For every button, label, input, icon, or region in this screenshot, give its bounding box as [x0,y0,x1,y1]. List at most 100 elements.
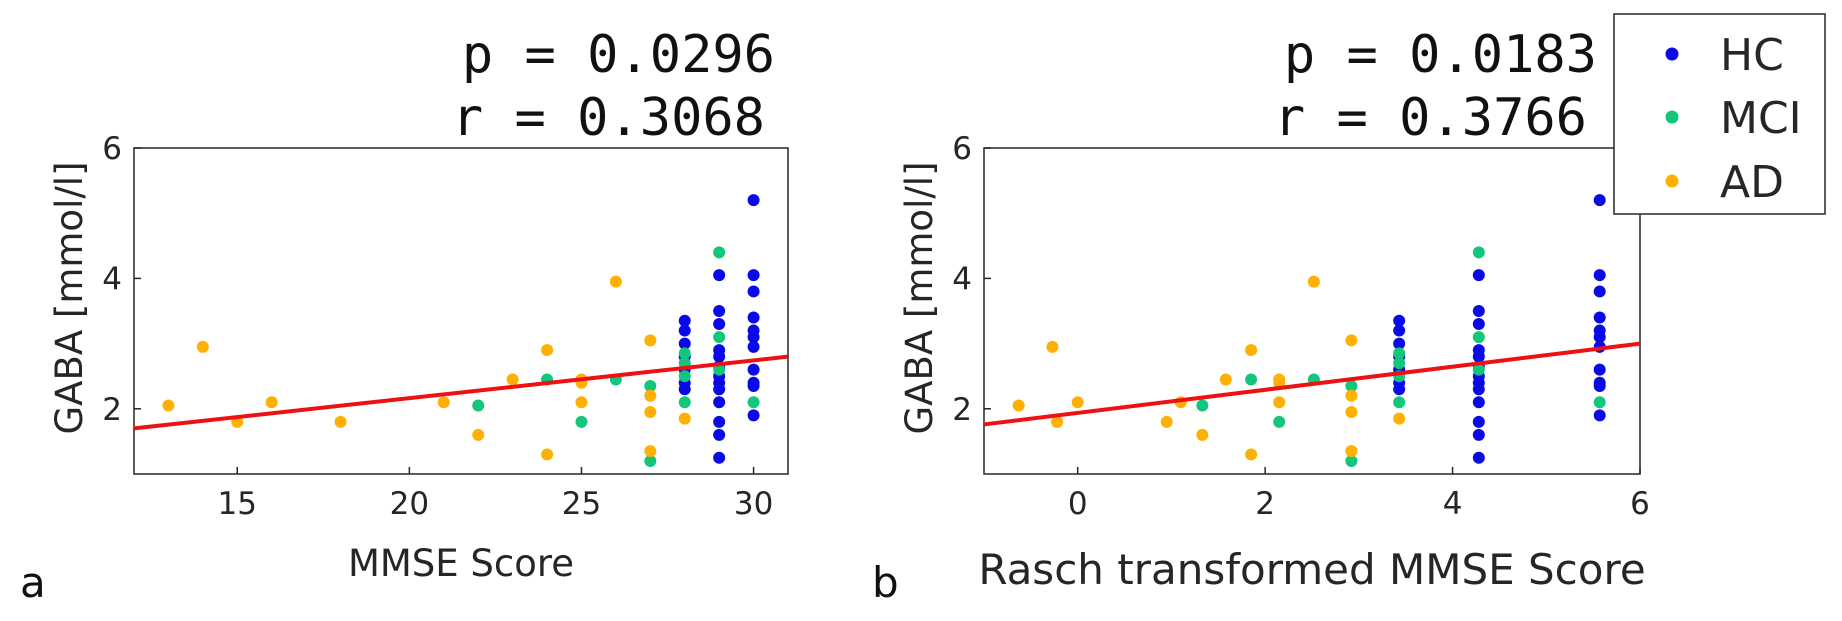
panel-b-point-hc [1393,324,1406,337]
panel-a-point-hc [747,285,760,298]
panel-a-point-ad [506,373,519,386]
panel-a-y-tick-label: 2 [102,392,122,428]
panel-a-regression-line [133,354,789,431]
legend-marker-ad [1665,174,1679,188]
panel-a-y-axis-label: GABA [mmol/l] [48,161,91,434]
panel-a-point-hc [678,383,691,396]
panel-b-point-mci [1472,363,1485,376]
panel-b-axes-box [983,147,1641,475]
panel-b-point-ad [1051,415,1064,428]
panel-a-point-hc [713,318,726,331]
panel-b-point-ad [1273,396,1286,409]
panel-a-point-ad [334,415,347,428]
panel-a-point-ad [609,275,622,288]
panel-b-point-hc [1472,396,1485,409]
panel-a-plot-area: 15 20 25 30 2 4 6 [102,131,789,522]
panel-a-point-hc [747,331,760,344]
panel-b-point-ad [1245,344,1258,357]
panel-a-point-hc [713,383,726,396]
panel-a-x-tick-label: 15 [218,486,257,522]
panel-a-y-tick-label: 6 [102,131,122,167]
panel-b-point-mci [1245,373,1258,386]
panel-a-point-ad [644,389,657,402]
panel-b-r-value: r = 0.3766 [1274,88,1587,148]
panel-b-point-hc [1472,415,1485,428]
panel-b-point-hc [1393,314,1406,327]
panel-b-regression-line [983,341,1641,427]
panel-b-point-ad [1160,415,1173,428]
panel-a-point-hc [713,269,726,282]
panel-a-point-hc [747,340,760,353]
legend-label-mci: MCI [1720,93,1802,144]
panel-b: p = 0.0183 r = 0.3766 GABA [mmol/l] Rasc… [872,25,1650,607]
panel-b-point-ad [1345,389,1358,402]
panel-a-point-ad [437,396,450,409]
panel-a-r-value: r = 0.3068 [452,88,765,148]
panel-b-point-ad [1345,406,1358,419]
panel-b-label: b [872,558,899,607]
panel-b-point-hc [1472,269,1485,282]
panel-a-point-mci [678,347,691,360]
panel-b-p-value: p = 0.0183 [1284,25,1597,85]
panel-a-point-ad [541,448,554,461]
panel-b-point-ad [1245,448,1258,461]
panel-a-x-tick-label: 20 [390,486,429,522]
panel-b-x-tick-label: 0 [1068,486,1088,522]
panel-b-point-hc [1593,409,1606,422]
panel-b-x-axis-label: Rasch transformed MMSE Score [978,545,1645,594]
panel-a-point-mci [747,396,760,409]
panel-a-point-mci [678,396,691,409]
panel-a-point-hc [747,363,760,376]
panel-b-point-ad [1046,340,1059,353]
panel-b-point-hc [1472,451,1485,464]
panel-b-point-ad [1307,275,1320,288]
panel-b-point-mci [1593,396,1606,409]
panel-b-point-hc [1593,285,1606,298]
panel-b-point-ad [1196,428,1209,441]
panel-a-point-hc [713,396,726,409]
panel-a-point-ad [575,396,588,409]
panel-b-point-mci [1393,357,1406,370]
panel-b-point-hc [1593,194,1606,207]
legend-marker-mci [1665,110,1679,124]
panel-a-point-ad [162,399,175,412]
panel-a-point-mci [713,363,726,376]
panel-b-point-mci [1393,396,1406,409]
panel-b-point-hc [1472,350,1485,363]
panel-b-point-ad [1345,445,1358,458]
panel-a-point-hc [747,409,760,422]
panel-b-point-mci [1345,454,1358,467]
panel-b-point-hc [1472,305,1485,317]
panel-a-y-tick-label: 4 [102,261,122,297]
panel-a-point-ad [541,344,554,357]
panel-a-x-tick-label: 30 [734,486,773,522]
panel-a-point-ad [644,334,657,347]
legend: HC MCI AD [1613,13,1826,215]
panel-b-point-hc [1593,379,1606,392]
panel-a-point-mci [644,454,657,467]
panel-b-x-tick-label: 2 [1255,486,1275,522]
panel-a-point-hc [713,415,726,428]
panel-b-point-ad [1012,399,1025,412]
panel-a-point-hc [678,337,691,350]
panel-b-point-hc [1393,337,1406,350]
panel-a-point-mci [713,246,726,259]
panel-b-point-mci [1393,347,1406,360]
panel-a-p-value: p = 0.0296 [462,25,775,85]
panel-a-point-mci [713,331,726,344]
panel-b-point-mci [1273,415,1286,428]
panel-b-point-hc [1593,331,1606,344]
panel-b-x-tick-label: 6 [1630,486,1650,522]
panel-a-point-hc [678,314,691,327]
panel-b-point-ad [1345,334,1358,347]
panel-a-point-hc [713,451,726,464]
panel-b-point-mci [1472,331,1485,344]
panel-a-point-mci [644,379,657,392]
panel-a-x-axis-label: MMSE Score [348,542,574,585]
panel-a-point-mci [678,370,691,383]
legend-label-hc: HC [1720,30,1784,81]
panel-b-point-mci [1345,379,1358,392]
panel-b-point-mci [1196,399,1209,412]
panel-a-point-hc [747,194,760,207]
